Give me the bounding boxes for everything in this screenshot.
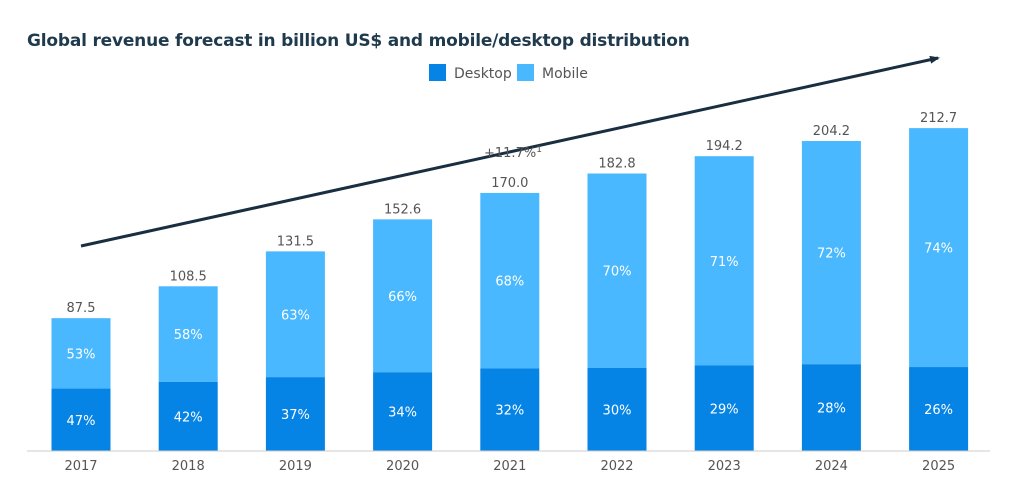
bar-mobile-2024 [801, 141, 861, 365]
bar-mobile-2018 [158, 286, 218, 382]
x-tick-label-2022: 2022 [600, 459, 633, 474]
mobile-pct-label-2025: 74% [924, 242, 953, 257]
bar-desktop-2020 [373, 372, 433, 451]
mobile-pct-label-2021: 68% [495, 275, 524, 290]
bar-desktop-2023 [694, 365, 754, 451]
bar-desktop-2018 [158, 381, 218, 451]
total-label-2022: 182.8 [598, 157, 635, 172]
chart-title: Global revenue forecast in billion US$ a… [27, 31, 690, 51]
bar-mobile-2023 [694, 156, 754, 366]
mobile-pct-label-2023: 71% [710, 255, 739, 270]
x-tick-label-2018: 2018 [172, 459, 205, 474]
x-tick-label-2017: 2017 [64, 459, 97, 474]
legend-desktop-label: Desktop [454, 66, 512, 82]
bars-group: 87.5 53% 47% 2017 108.5 58% 42% 2018 131.5 63% 37%… [51, 111, 969, 474]
bar-mobile-2021 [480, 192, 540, 369]
total-label-2019: 131.5 [277, 234, 314, 249]
mobile-pct-label-2022: 70% [603, 265, 632, 280]
desktop-pct-label-2021: 32% [495, 404, 524, 419]
total-label-2017: 87.5 [67, 301, 96, 316]
legend: Desktop Mobile [429, 64, 588, 82]
bar-mobile-2020 [373, 219, 433, 373]
desktop-pct-label-2020: 34% [388, 406, 417, 421]
mobile-pct-label-2019: 63% [281, 308, 310, 323]
growth-rate-value: +11.7% [484, 146, 536, 161]
bar-mobile-2025 [909, 128, 969, 368]
legend-desktop-swatch [429, 64, 446, 81]
bar-desktop-2025 [909, 367, 969, 451]
bar-mobile-2019 [265, 251, 325, 378]
desktop-pct-label-2018: 42% [174, 410, 203, 425]
bar-desktop-2022 [587, 367, 647, 451]
mobile-pct-label-2017: 53% [67, 347, 96, 362]
desktop-pct-label-2022: 30% [603, 403, 632, 418]
mobile-pct-label-2024: 72% [817, 247, 846, 262]
mobile-pct-label-2020: 66% [388, 290, 417, 305]
x-tick-label-2024: 2024 [815, 459, 848, 474]
total-label-2018: 108.5 [170, 269, 207, 284]
total-label-2025: 212.7 [920, 111, 957, 126]
desktop-pct-label-2024: 28% [817, 402, 846, 417]
total-label-2024: 204.2 [813, 124, 850, 139]
growth-rate-annotation: +11.7%1 [484, 145, 542, 161]
bar-mobile-2022 [587, 173, 647, 368]
growth-rate-footnote: 1 [536, 145, 542, 155]
x-tick-label-2019: 2019 [279, 459, 312, 474]
bar-desktop-2021 [480, 368, 540, 451]
bar-desktop-2019 [265, 377, 325, 451]
mobile-pct-label-2018: 58% [174, 328, 203, 343]
x-tick-label-2021: 2021 [493, 459, 526, 474]
x-tick-label-2025: 2025 [922, 459, 955, 474]
desktop-pct-label-2023: 29% [710, 402, 739, 417]
desktop-pct-label-2019: 37% [281, 408, 310, 423]
growth-trend-arrow [80, 55, 940, 248]
legend-mobile-swatch [517, 64, 534, 81]
desktop-pct-label-2017: 47% [67, 414, 96, 429]
bar-mobile-2017 [51, 318, 111, 389]
desktop-pct-label-2025: 26% [924, 403, 953, 418]
total-label-2021: 170.0 [491, 176, 528, 191]
x-tick-label-2020: 2020 [386, 459, 419, 474]
bar-desktop-2024 [801, 364, 861, 451]
total-label-2023: 194.2 [706, 139, 743, 154]
x-tick-label-2023: 2023 [708, 459, 741, 474]
bar-desktop-2017 [51, 388, 111, 451]
legend-mobile-label: Mobile [542, 66, 588, 82]
total-label-2020: 152.6 [384, 202, 421, 217]
